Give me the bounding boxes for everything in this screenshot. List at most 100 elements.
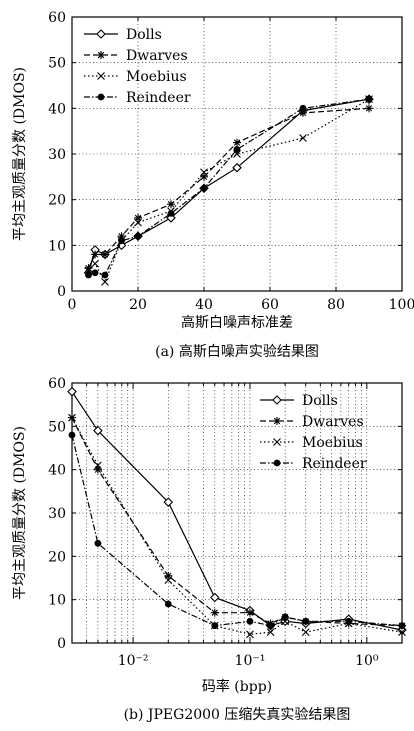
data-point (246, 630, 254, 639)
y-tick-label: 30 (48, 147, 66, 163)
data-point (94, 539, 102, 547)
data-point (91, 269, 99, 277)
data-point (365, 95, 373, 103)
legend-label: Reindeer (126, 90, 191, 106)
series-line (71, 417, 403, 627)
series-moebius (84, 95, 373, 286)
data-point (210, 592, 220, 603)
legend-item: Dwarves (260, 414, 364, 430)
data-point (167, 209, 175, 217)
y-tick-label: 30 (48, 506, 66, 522)
y-axis-title: 平均主观质量分数 (DMOS) (12, 426, 28, 600)
figure-caption: (b) JPEG2000 压缩失真实验结果图 (124, 707, 351, 723)
grid (72, 383, 402, 643)
figure-caption: (a) 高斯白噪声实验结果图 (155, 343, 319, 360)
data-point (68, 413, 76, 422)
legend-marker (273, 459, 281, 467)
series-dwarves (84, 104, 373, 273)
chart-a: 0 10 20 30 40 50 60 0 20 40 60 80 100 Dolls Dwarves Moe… (12, 10, 414, 360)
data-point (233, 146, 241, 153)
legend-label: Reindeer (302, 456, 367, 472)
data-point (246, 617, 254, 625)
legend-marker (272, 395, 282, 405)
data-point (345, 617, 353, 625)
y-tick-label: 50 (48, 419, 66, 435)
x-tick-label: 0 (68, 297, 77, 313)
data-point (267, 622, 274, 630)
data-point (210, 608, 219, 617)
x-axis-title: 码率 (bpp) (202, 678, 272, 695)
data-point (93, 425, 103, 436)
series-line (88, 98, 370, 284)
y-tick-label: 50 (48, 56, 66, 72)
series-reindeer (85, 95, 373, 279)
data-point (91, 250, 100, 259)
data-point (91, 259, 99, 268)
data-point (84, 264, 93, 273)
data-point (281, 613, 289, 621)
legend-label: Moebius (302, 435, 363, 451)
data-point (101, 250, 109, 259)
x-tick-label: 100 (389, 297, 414, 313)
legend-marker (273, 417, 281, 425)
data-point (200, 172, 208, 181)
legend-label: Moebius (126, 69, 187, 85)
legend-item: Reindeer (84, 90, 191, 106)
data-point (134, 232, 142, 240)
legend-item: Moebius (84, 69, 187, 85)
x-tick-label: 40 (195, 297, 213, 313)
data-point (398, 622, 406, 630)
data-point (117, 232, 126, 241)
legend-marker (97, 51, 105, 59)
series-group (83, 94, 374, 286)
y-tick-label: 40 (48, 463, 66, 479)
legend-marker (96, 29, 106, 39)
series-line (87, 98, 370, 273)
data-point (93, 465, 102, 474)
x-tick-label: 10⁻² (118, 653, 149, 669)
y-tick-label: 0 (57, 636, 66, 652)
legend-item: Dwarves (84, 48, 188, 64)
y-tick-label: 0 (57, 284, 66, 300)
legend-item: Dolls (84, 27, 162, 43)
legend: Dolls Dwarves Moebius Reindeer (84, 27, 191, 106)
data-point (301, 628, 310, 637)
legend-label: Dolls (126, 27, 162, 43)
y-tick-label: 60 (48, 10, 66, 26)
legend-item: Moebius (260, 435, 363, 451)
data-point (101, 277, 109, 286)
data-point (134, 218, 142, 227)
x-tick-label: 60 (261, 297, 279, 313)
y-tick-label: 20 (48, 193, 66, 209)
data-point (164, 576, 173, 585)
x-tick-label: 10⁻¹ (235, 653, 266, 669)
data-point (299, 134, 307, 142)
legend-label: Dolls (302, 393, 338, 409)
data-point (94, 461, 102, 470)
data-point (101, 271, 109, 279)
data-point (299, 104, 307, 112)
legend-marker (97, 72, 105, 80)
series-reindeer (68, 431, 406, 630)
y-tick-label: 10 (48, 238, 66, 254)
data-point (134, 213, 142, 222)
series-dolls (83, 94, 374, 278)
data-point (398, 628, 406, 637)
series-line (71, 434, 403, 627)
data-point (302, 617, 310, 625)
data-point (233, 138, 241, 147)
data-point (232, 162, 242, 173)
x-tick-label: 20 (129, 297, 147, 313)
series-line (71, 417, 403, 635)
data-point (266, 628, 275, 637)
legend-label: Dwarves (126, 48, 188, 64)
legend-marker (97, 93, 105, 101)
data-point (118, 237, 125, 245)
series-line (88, 98, 370, 276)
series-line (87, 107, 370, 269)
y-tick-label: 40 (48, 101, 66, 117)
data-point (211, 622, 219, 630)
y-tick-label: 60 (48, 376, 66, 392)
data-point (200, 184, 208, 192)
